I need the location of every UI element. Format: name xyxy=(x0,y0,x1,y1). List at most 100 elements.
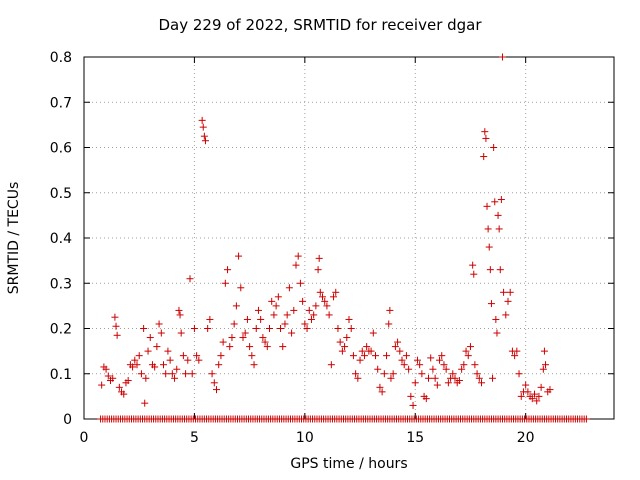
data-point xyxy=(153,343,161,351)
data-point xyxy=(254,306,262,314)
x-tick-label: 0 xyxy=(80,430,89,446)
data-point xyxy=(307,315,315,323)
data-point xyxy=(418,370,426,378)
data-point xyxy=(301,320,309,328)
data-point xyxy=(195,356,203,364)
data-point xyxy=(485,243,493,251)
data-point xyxy=(449,370,457,378)
data-point xyxy=(535,392,543,400)
data-point xyxy=(179,352,187,360)
data-point xyxy=(409,401,417,409)
data-point xyxy=(177,329,185,337)
data-point xyxy=(515,370,523,378)
data-point xyxy=(261,338,269,346)
data-point xyxy=(315,254,323,262)
data-point xyxy=(140,325,148,332)
data-point xyxy=(483,202,491,210)
data-point xyxy=(354,374,362,382)
data-point xyxy=(113,331,121,339)
data-point xyxy=(288,329,296,337)
data-point xyxy=(482,134,490,142)
data-point xyxy=(383,352,391,360)
data-point xyxy=(281,320,289,328)
data-point xyxy=(539,365,547,373)
data-point xyxy=(210,379,218,387)
data-point xyxy=(182,370,190,378)
data-point xyxy=(511,352,519,360)
data-point xyxy=(120,390,128,398)
data-point xyxy=(102,365,110,373)
y-tick-label: 0.8 xyxy=(50,50,72,66)
data-point xyxy=(422,395,430,403)
x-tick-label: 20 xyxy=(517,430,535,446)
data-point xyxy=(290,306,298,314)
data-point xyxy=(296,279,304,287)
data-point xyxy=(374,365,382,373)
data-point xyxy=(427,354,435,362)
data-point xyxy=(343,334,351,342)
data-point xyxy=(506,288,514,296)
data-point xyxy=(372,352,379,360)
data-point xyxy=(487,300,495,308)
data-point xyxy=(215,361,223,369)
data-point xyxy=(193,352,201,360)
data-point xyxy=(250,361,258,369)
data-point xyxy=(257,315,265,323)
data-point xyxy=(493,329,501,337)
data-point xyxy=(310,311,318,319)
data-point xyxy=(171,374,179,382)
data-point xyxy=(303,325,311,332)
data-point xyxy=(451,374,459,382)
data-point xyxy=(200,132,208,140)
y-tick-label: 0 xyxy=(63,412,72,428)
x-axis-label: GPS time / hours xyxy=(290,456,408,472)
data-point xyxy=(239,334,247,342)
tick-labels: 0 5 10 15 20 0 0.1 0.2 0.3 0.4 0.5 0.6 0.7 0.8 xyxy=(50,50,535,446)
data-point xyxy=(462,347,470,355)
data-point xyxy=(478,379,485,387)
zero-point xyxy=(582,415,590,423)
data-point xyxy=(387,374,395,382)
data-point xyxy=(259,334,267,342)
data-point xyxy=(425,374,432,382)
data-point xyxy=(438,352,446,360)
data-point xyxy=(175,306,183,314)
y-tick-label: 0.1 xyxy=(50,367,72,383)
data-point xyxy=(243,315,251,323)
y-tick-label: 0.2 xyxy=(50,322,72,338)
data-point xyxy=(184,356,192,364)
data-point xyxy=(246,343,254,351)
data-point xyxy=(431,374,439,382)
data-point xyxy=(226,343,234,351)
data-point xyxy=(376,383,384,391)
data-point xyxy=(492,315,500,323)
data-point xyxy=(219,338,227,346)
data-point xyxy=(546,386,554,394)
data-point xyxy=(305,306,313,314)
data-point xyxy=(481,128,489,136)
data-point xyxy=(480,153,488,161)
data-point xyxy=(129,363,137,371)
data-point xyxy=(402,352,410,360)
data-point xyxy=(356,356,364,364)
data-point xyxy=(109,374,117,382)
data-point xyxy=(155,320,163,328)
data-point xyxy=(104,372,112,380)
data-point xyxy=(283,311,291,319)
data-point xyxy=(458,365,466,373)
data-point xyxy=(464,352,472,360)
data-point xyxy=(266,325,273,332)
x-tick-label: 15 xyxy=(406,430,424,446)
data-point xyxy=(396,347,404,355)
data-point xyxy=(537,383,545,391)
data-point xyxy=(142,374,150,382)
data-point xyxy=(224,266,232,274)
data-point xyxy=(429,365,437,373)
data-point xyxy=(533,397,541,405)
data-point xyxy=(352,370,360,378)
data-point xyxy=(345,315,353,323)
data-point xyxy=(190,325,198,332)
data-point xyxy=(151,363,159,371)
data-point xyxy=(513,347,521,355)
